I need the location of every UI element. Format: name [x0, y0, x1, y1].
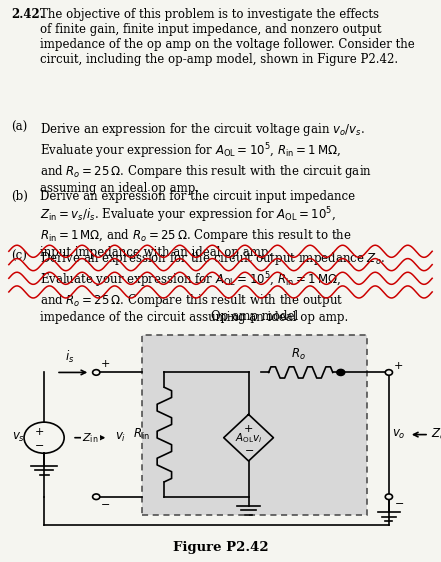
Text: (b): (b) — [11, 189, 28, 203]
Text: $i_s$: $i_s$ — [65, 348, 75, 365]
Text: +: + — [101, 359, 110, 369]
Text: Derive an expression for the circuit input impedance
$Z_{\mathrm{in}} = v_s/i_s$: Derive an expression for the circuit inp… — [40, 189, 355, 260]
Circle shape — [337, 369, 345, 375]
Text: $R_{\mathrm{in}}$: $R_{\mathrm{in}}$ — [133, 427, 150, 442]
Text: (c): (c) — [11, 251, 27, 264]
Text: (a): (a) — [11, 121, 27, 134]
Text: $A_{\mathrm{OL}}v_i$: $A_{\mathrm{OL}}v_i$ — [235, 431, 262, 445]
Text: The objective of this problem is to investigate the effects
of finite gain, fini: The objective of this problem is to inve… — [40, 8, 415, 66]
Circle shape — [93, 494, 100, 500]
Text: $Z_{\mathrm{in}}$: $Z_{\mathrm{in}}$ — [82, 431, 98, 445]
Text: $R_o$: $R_o$ — [291, 346, 306, 361]
Text: 2.42.: 2.42. — [11, 8, 44, 21]
Text: Op-amp model: Op-amp model — [211, 310, 298, 323]
Text: $-$: $-$ — [243, 443, 254, 454]
FancyBboxPatch shape — [142, 335, 367, 515]
Text: Figure P2.42: Figure P2.42 — [173, 541, 268, 554]
Text: $v_s$: $v_s$ — [11, 431, 25, 444]
Text: +: + — [34, 427, 44, 437]
Text: $Z_o$: $Z_o$ — [431, 427, 441, 442]
Text: Derive an expression for the circuit voltage gain $v_o/v_s$.
Evaluate your expre: Derive an expression for the circuit vol… — [40, 121, 372, 195]
Text: +: + — [244, 424, 253, 434]
Circle shape — [385, 370, 392, 375]
Text: $v_o$: $v_o$ — [392, 428, 406, 441]
Circle shape — [93, 370, 100, 375]
Text: +: + — [394, 361, 404, 371]
Text: $-$: $-$ — [100, 498, 110, 508]
Text: $-$: $-$ — [34, 439, 45, 449]
Text: Derive an expression for the circuit output impedance $Z_o$.
Evaluate your expre: Derive an expression for the circuit out… — [40, 251, 385, 324]
Text: $v_i$: $v_i$ — [115, 431, 126, 444]
Text: $-$: $-$ — [394, 497, 404, 507]
Circle shape — [385, 494, 392, 500]
